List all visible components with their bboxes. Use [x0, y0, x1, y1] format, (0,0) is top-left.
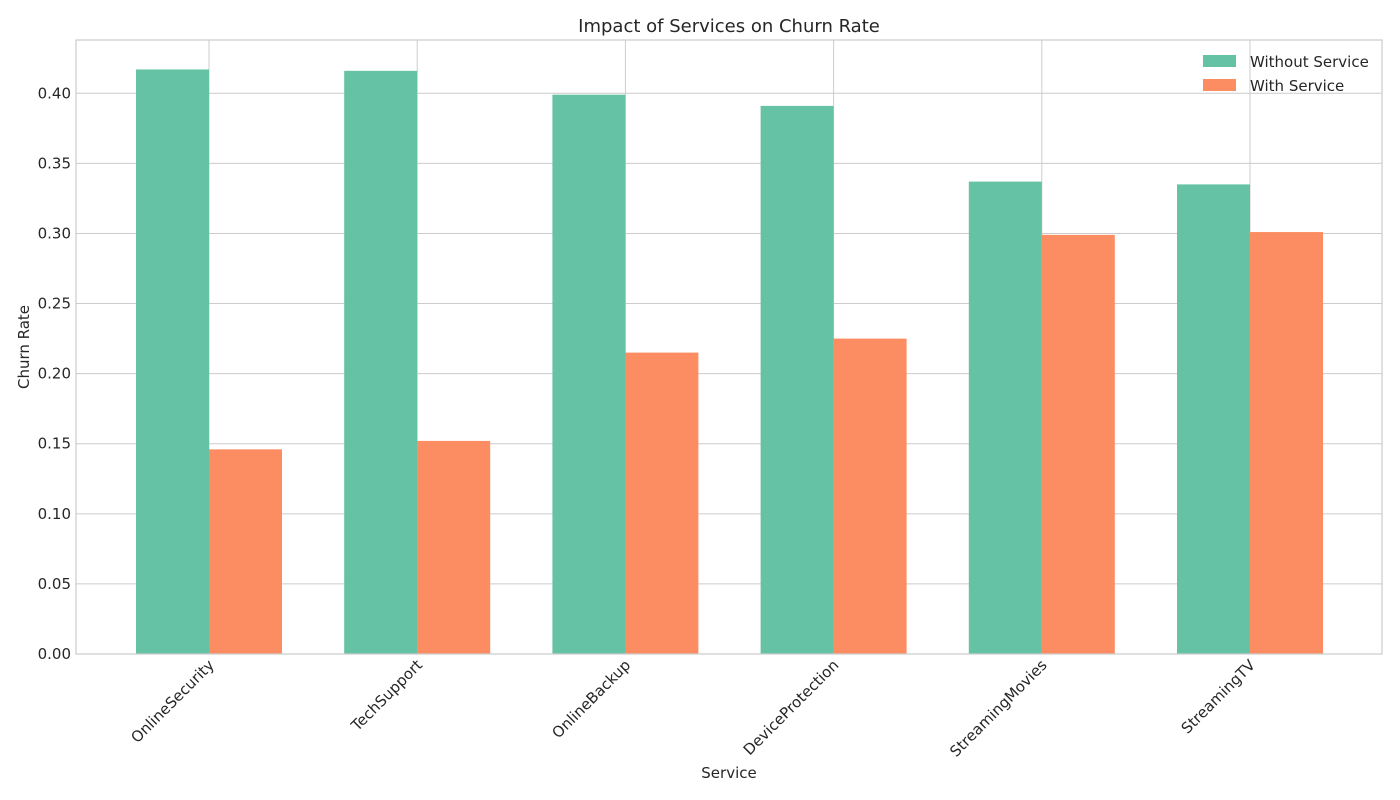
x-tick-label: DeviceProtection: [740, 656, 843, 759]
y-tick-label: 0.15: [38, 435, 71, 453]
x-tick-label: OnlineBackup: [548, 656, 634, 742]
y-tick-label: 0.20: [38, 365, 71, 383]
y-tick-label: 0.30: [38, 224, 71, 242]
x-tick-label: StreamingTV: [1178, 656, 1260, 738]
bar-with-service-onlinesecurity: [209, 449, 282, 654]
bar-without-service-onlinesecurity: [136, 69, 209, 654]
chart-title: Impact of Services on Churn Rate: [578, 16, 880, 37]
x-tick-label: StreamingMovies: [946, 656, 1051, 761]
y-tick-label: 0.40: [38, 84, 71, 102]
bar-with-service-streamingmovies: [1041, 234, 1115, 654]
legend-swatch-with-service: [1203, 79, 1236, 91]
bars: [136, 69, 1323, 654]
y-tick-label: 0.25: [38, 295, 71, 313]
legend-swatch-without-service: [1203, 55, 1236, 67]
y-tick-label: 0.10: [38, 505, 71, 523]
x-tick-label: TechSupport: [347, 656, 426, 735]
y-tick-labels: 0.00 0.05 0.10 0.15 0.20 0.25 0.30 0.35 0.40: [38, 84, 71, 663]
x-tick-labels: OnlineSecurity TechSupport OnlineBackup Dev…: [127, 656, 1259, 761]
y-axis-label: Churn Rate: [15, 305, 33, 389]
bar-with-service-deviceprotection: [833, 338, 907, 654]
legend-label-without-service: Without Service: [1250, 53, 1369, 71]
legend: Without Service With Service: [1203, 53, 1369, 95]
bar-with-service-techsupport: [417, 440, 491, 654]
bar-without-service-streamingtv: [1177, 184, 1250, 654]
y-tick-label: 0.00: [38, 645, 71, 663]
y-tick-label: 0.05: [38, 575, 71, 593]
legend-label-with-service: With Service: [1250, 77, 1344, 95]
bar-without-service-onlinebackup: [552, 94, 626, 654]
bar-with-service-onlinebackup: [625, 352, 699, 654]
bar-without-service-streamingmovies: [968, 181, 1042, 654]
plot-frame: [75, 39, 1383, 655]
x-tick-label: OnlineSecurity: [127, 656, 218, 747]
x-axis-label: Service: [701, 764, 756, 782]
bar-without-service-techsupport: [344, 70, 418, 654]
y-tick-label: 0.35: [38, 154, 71, 172]
bar-with-service-streamingtv: [1250, 232, 1323, 654]
bar-without-service-deviceprotection: [760, 105, 834, 654]
